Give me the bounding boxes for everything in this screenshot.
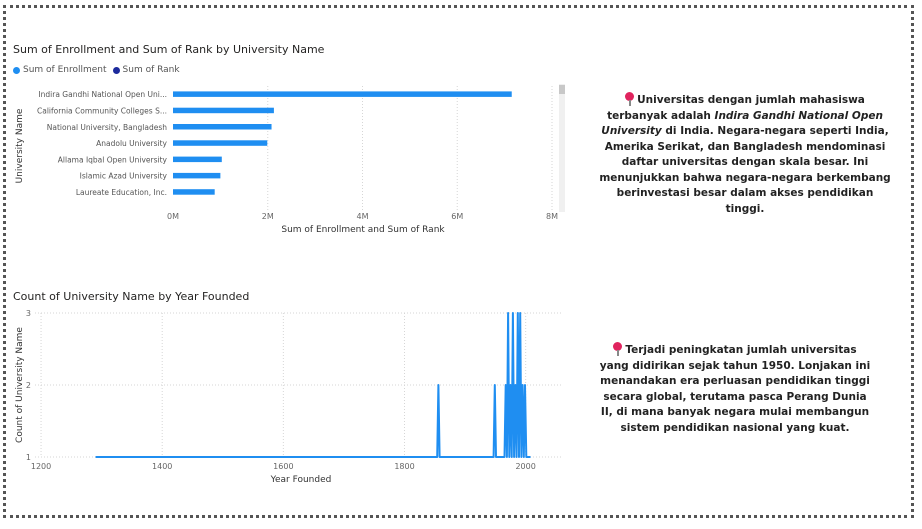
bar-enrollment	[173, 140, 268, 146]
bar-chart-legend: Sum of Enrollment Sum of Rank	[13, 65, 186, 75]
bar-chart-title: Sum of Enrollment and Sum of Rank by Uni…	[13, 43, 325, 56]
bar-chart: 0M 2M 4M 6M 8M Indira Gandhi National Open Un…	[15, 84, 565, 235]
category-label: Indira Gandhi National Open Uni...	[38, 90, 167, 99]
y-axis-title: University Name	[15, 108, 25, 183]
y-tick-label: 1	[26, 453, 31, 462]
x-tick-label: 1600	[273, 462, 293, 471]
category-label: National University, Bangladesh	[47, 123, 167, 132]
y-tick-label: 3	[26, 309, 31, 318]
legend-enrollment-label: Sum of Enrollment	[23, 65, 107, 75]
line-chart-title: Count of University Name by Year Founded	[13, 290, 250, 303]
category-label: Islamic Azad University	[80, 172, 168, 181]
scrollbar-track	[559, 84, 565, 212]
x-tick-label: 1400	[152, 462, 172, 471]
category-label: Laureate Education, Inc.	[76, 188, 167, 197]
legend-entry-enrollment[interactable]: Sum of Enrollment	[13, 65, 107, 75]
x-tick-label: 8M	[546, 212, 558, 221]
narrative-bottom: Terjadi peningkatan jumlah universitas y…	[598, 342, 872, 436]
x-tick-label: 0M	[167, 212, 179, 221]
y-tick-label: 2	[26, 381, 31, 390]
x-tick-label: 2M	[262, 212, 274, 221]
category-label: California Community Colleges S...	[37, 106, 167, 115]
bar-enrollment	[173, 172, 221, 179]
category-label: Anadolu University	[96, 139, 167, 148]
narrative-top-part1: Universitas dengan jumlah mahasiswa terb…	[607, 94, 865, 122]
scrollbar-thumb	[559, 85, 565, 94]
bar-enrollment	[173, 107, 274, 114]
x-tick-label: 1800	[394, 462, 414, 471]
category-label: Allama Iqbal Open University	[58, 155, 168, 164]
x-tick-label: 1200	[31, 462, 51, 471]
narrative-bottom-text: Terjadi peningkatan jumlah universitas y…	[599, 344, 871, 434]
legend-rank-label: Sum of Rank	[122, 65, 180, 75]
pin-icon	[613, 342, 623, 356]
bar-enrollment	[173, 91, 512, 97]
legend-entry-rank[interactable]: Sum of Rank	[112, 65, 180, 75]
x-tick-label: 4M	[357, 212, 369, 221]
bar-enrollment	[173, 189, 215, 195]
line-chart: 1200 1400 1600 1800 2000 1 2 3 Year Founded Count…	[15, 309, 562, 485]
legend-rank-swatch	[112, 66, 120, 74]
x-tick-label: 6M	[451, 212, 463, 221]
report-frame	[3, 5, 914, 518]
narrative-top-part2: di India. Negara-negara seperti India, A…	[599, 125, 891, 215]
x-tick-label: 2000	[515, 462, 535, 471]
bar-enrollment	[173, 156, 222, 163]
narrative-top: Universitas dengan jumlah mahasiswa terb…	[598, 92, 892, 217]
y-axis-title: Count of University Name	[15, 327, 25, 443]
x-axis-title: Sum of Enrollment and Sum of Rank	[281, 225, 445, 235]
x-axis-title: Year Founded	[270, 475, 332, 485]
bar-enrollment	[173, 124, 272, 130]
series-line	[95, 312, 531, 458]
legend-enrollment-swatch	[13, 66, 20, 74]
narrative-top-emphasis: Indira Gandhi National Open University	[601, 109, 883, 138]
pin-icon	[625, 92, 635, 106]
